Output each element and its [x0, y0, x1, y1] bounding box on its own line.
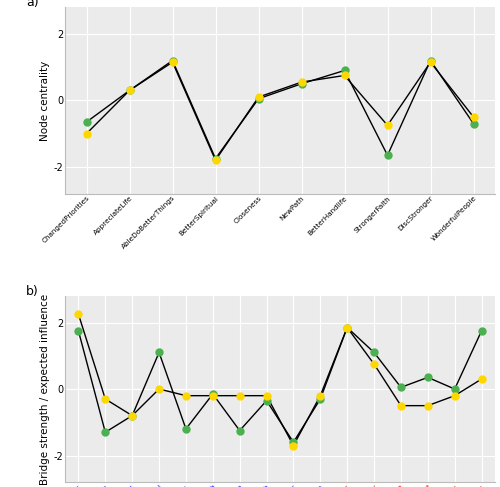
- Point: [182, 392, 190, 399]
- Point: [470, 120, 478, 128]
- Point: [254, 93, 262, 101]
- Point: [370, 349, 378, 356]
- Point: [126, 87, 134, 94]
- Y-axis label: Node centrality: Node centrality: [40, 60, 50, 141]
- Point: [298, 78, 306, 86]
- Point: [128, 412, 136, 419]
- Point: [343, 324, 351, 332]
- Point: [426, 56, 434, 64]
- Point: [236, 427, 244, 434]
- Point: [290, 438, 298, 446]
- Point: [478, 327, 486, 335]
- Point: [155, 349, 163, 356]
- Point: [470, 113, 478, 121]
- Point: [298, 80, 306, 88]
- Point: [212, 155, 220, 163]
- Point: [74, 310, 82, 318]
- Point: [370, 360, 378, 368]
- Point: [254, 95, 262, 103]
- Point: [262, 392, 270, 399]
- Point: [397, 383, 405, 391]
- Point: [82, 118, 90, 126]
- Point: [212, 156, 220, 164]
- Point: [340, 67, 348, 75]
- Point: [426, 58, 434, 66]
- Point: [384, 121, 392, 129]
- Point: [424, 374, 432, 381]
- Point: [450, 392, 458, 399]
- Point: [209, 392, 217, 399]
- Point: [82, 130, 90, 137]
- Point: [262, 397, 270, 405]
- Point: [478, 375, 486, 383]
- Text: b): b): [26, 285, 39, 298]
- Point: [102, 395, 110, 403]
- Point: [182, 425, 190, 433]
- Point: [209, 390, 217, 398]
- Point: [102, 429, 110, 436]
- Point: [290, 442, 298, 450]
- Point: [128, 412, 136, 419]
- Text: a): a): [26, 0, 39, 9]
- Point: [236, 392, 244, 399]
- Point: [316, 392, 324, 399]
- Point: [168, 58, 176, 66]
- Point: [74, 327, 82, 335]
- Point: [384, 151, 392, 159]
- Point: [450, 385, 458, 393]
- Point: [155, 385, 163, 393]
- Point: [126, 87, 134, 94]
- Point: [340, 72, 348, 79]
- Point: [397, 402, 405, 410]
- Point: [316, 395, 324, 403]
- Point: [168, 56, 176, 64]
- Point: [343, 324, 351, 332]
- Point: [424, 402, 432, 410]
- Y-axis label: Bridge strength / expected influence: Bridge strength / expected influence: [40, 294, 50, 485]
